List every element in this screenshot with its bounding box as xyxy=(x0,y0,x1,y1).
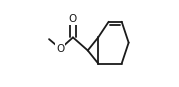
Text: O: O xyxy=(69,14,77,24)
Text: O: O xyxy=(56,44,64,54)
